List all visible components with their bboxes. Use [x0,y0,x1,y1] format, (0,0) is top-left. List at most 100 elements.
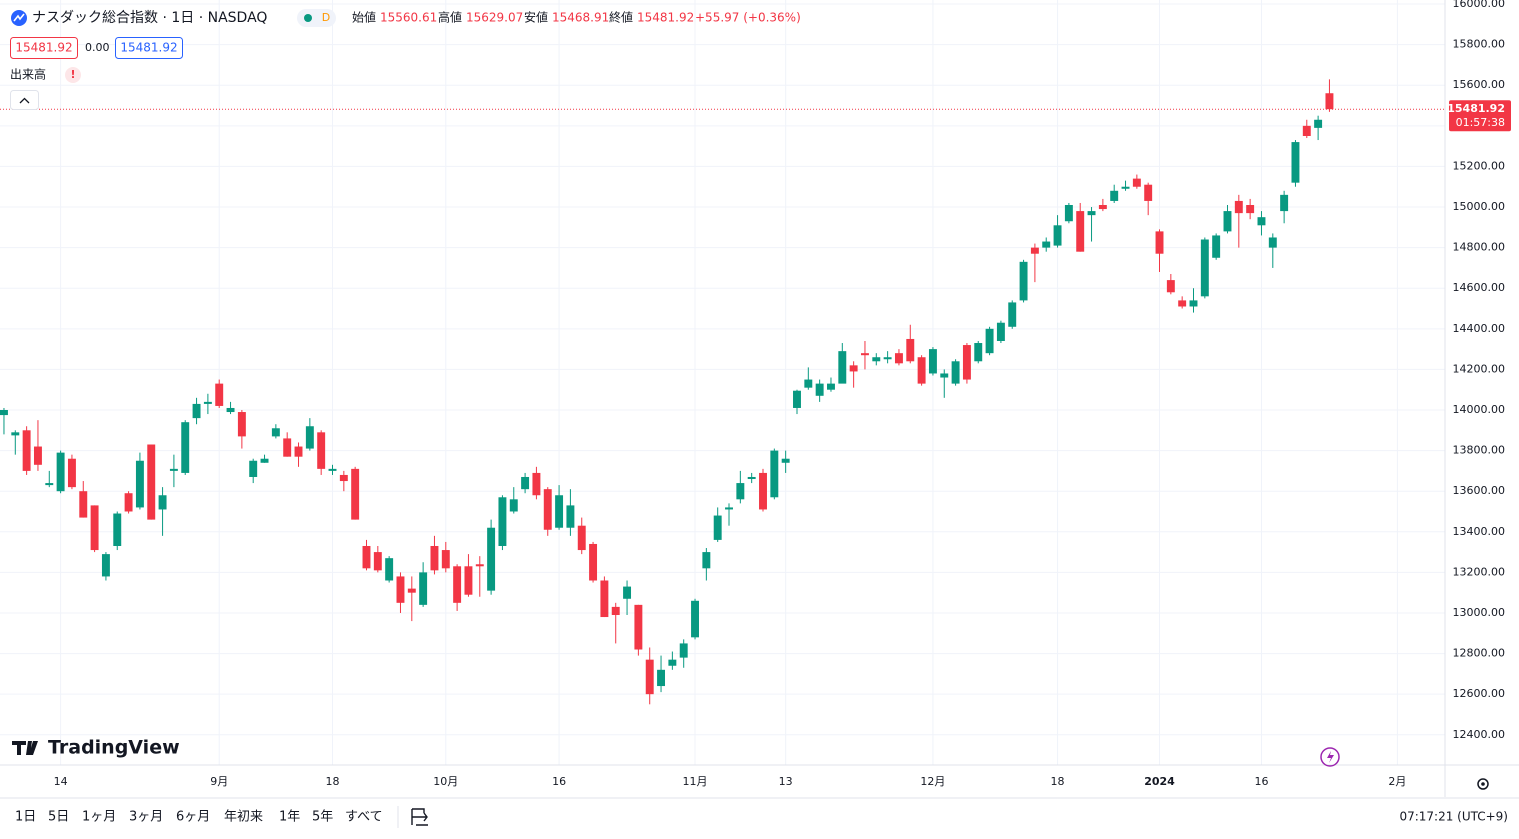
legend-value: 15481.92 [637,11,694,25]
change: +55.97 (+0.36%) [695,11,801,25]
candle-body [385,558,394,581]
range-button[interactable]: 6ヶ月 [176,810,210,825]
candle-body [1019,261,1028,301]
volume-label[interactable]: 出来高 [10,67,46,82]
candle-body [509,499,518,512]
market-status-dot [304,14,312,22]
candle-body [11,432,20,436]
candle-body [1166,280,1175,293]
last-price-tag [1449,100,1511,132]
last-price-label: 15481.92 [1447,102,1505,115]
price-box-text: 15481.92 [120,41,177,55]
range-button[interactable]: すべて [345,810,383,825]
alert-icon[interactable] [65,67,81,83]
x-tick-label: 16 [1254,775,1268,788]
candle-body [521,476,530,490]
candle-body [1268,237,1277,248]
candle-body [996,322,1005,341]
candle-body [906,338,915,362]
candle-body [1087,211,1096,216]
candle-body [849,365,858,372]
candle-body [453,566,462,603]
candle-body [736,483,745,500]
legend-label: 始値 [352,10,376,25]
candle-body [1008,302,1017,327]
candle-body [838,351,847,384]
y-tick-label: 14400.00 [1453,322,1506,335]
logo-text[interactable]: TradingView [48,737,180,759]
symbol-icon-glyph [13,13,25,22]
price-box[interactable] [115,37,183,59]
interval-badge: D [322,11,330,24]
candle-body [600,580,609,618]
candle-body [317,432,326,469]
range-button[interactable]: 1日 [15,810,36,825]
candle-body [283,438,292,457]
candle-body [679,643,688,658]
candle-body [555,495,564,528]
clock[interactable]: 07:17:21 (UTC+9) [1399,810,1508,824]
range-button[interactable]: 5日 [48,810,69,825]
candle-body [872,357,881,362]
lightning-icon[interactable] [1320,747,1340,767]
candle-body [951,361,960,384]
countdown: 01:57:38 [1456,116,1505,129]
range-button[interactable]: 3ヶ月 [129,810,163,825]
candle-body [747,476,756,480]
candle-body [543,489,552,530]
candle-body [1053,225,1062,246]
y-tick-label: 14600.00 [1453,281,1506,294]
candle-body [1200,239,1209,297]
candle-body [67,458,76,488]
candle-body [90,505,99,551]
candle-body [0,410,8,416]
candle-body [203,401,212,404]
y-tick-label: 14200.00 [1453,362,1506,375]
y-tick-label: 12600.00 [1453,687,1506,700]
range-button[interactable]: 年初来 [224,810,263,825]
candle-body [56,452,65,492]
candle-body [725,507,733,510]
candle-body [917,357,926,384]
candle-body [1302,125,1311,136]
candle-body [566,505,575,528]
candle-body [487,527,496,591]
candle-body [894,353,903,364]
candle-body [351,468,360,520]
candle-body [1076,211,1085,252]
legend-label: 高値 [438,10,462,25]
range-button[interactable]: 1年 [279,810,300,825]
y-tick-label: 12400.00 [1453,728,1506,741]
candle-body [759,472,767,510]
settings-icon[interactable] [1477,778,1489,790]
candle-body [940,373,949,378]
candle-body [713,515,722,540]
candle-body [577,525,586,551]
range-button[interactable]: 5年 [312,810,333,825]
goto-date-icon[interactable] [411,808,428,826]
spread: 0.00 [85,41,110,54]
y-tick-label: 13800.00 [1453,444,1506,457]
collapse-button[interactable] [10,90,39,110]
candle-body [1098,205,1107,210]
y-tick-label: 12800.00 [1453,647,1506,660]
candle-body [441,550,450,569]
candle-body [804,379,813,388]
candle-body [1132,178,1141,187]
symbol-title[interactable]: ナスダック総合指数 · 1日 · NASDAQ [32,10,267,26]
candle-body [1189,300,1198,307]
x-tick-label: 18 [326,775,340,788]
status-pill[interactable] [297,9,336,27]
y-tick-label: 14000.00 [1453,403,1506,416]
candle-body [1178,300,1187,307]
candle-body [962,345,971,380]
candle-body [770,450,779,498]
candle-body [373,552,382,571]
candle-body [158,495,167,510]
y-tick-label: 13200.00 [1453,565,1506,578]
candle-body [181,422,190,473]
range-button[interactable]: 1ヶ月 [82,810,116,825]
candle-body [192,403,201,419]
price-box[interactable] [10,37,78,59]
candle-body [396,576,405,603]
